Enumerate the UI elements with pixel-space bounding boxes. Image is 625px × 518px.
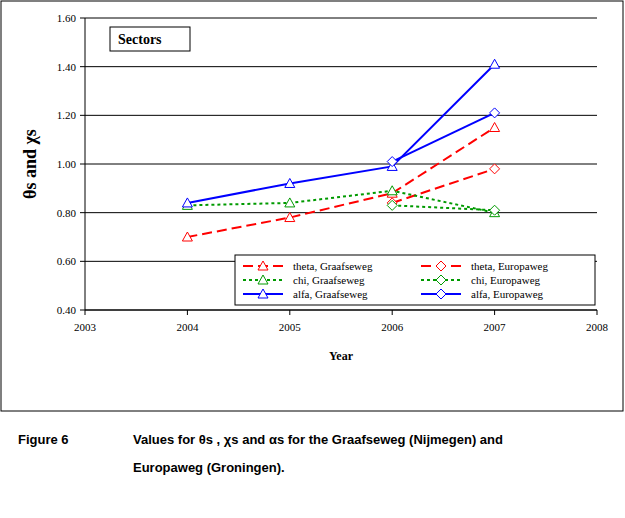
- grid-line: [85, 310, 597, 311]
- y-axis-label: θs and χs: [20, 129, 40, 199]
- legend-label: chi, Europaweg: [471, 274, 541, 286]
- grid-line: [85, 66, 597, 67]
- x-tick: [494, 310, 495, 315]
- annotation-box: Sectors: [110, 27, 190, 51]
- legend-frame: [235, 255, 595, 305]
- annotation-frame: [110, 27, 190, 51]
- x-axis: [85, 310, 597, 311]
- legend-marker: [258, 275, 268, 284]
- data-point: [490, 108, 500, 118]
- y-tick: [80, 66, 85, 67]
- y-tick-label: 1.60: [57, 12, 77, 24]
- x-tick: [597, 310, 598, 315]
- y-tick-label: 1.00: [57, 158, 77, 170]
- grid-line: [85, 164, 597, 165]
- grid-line: [85, 18, 597, 19]
- caption: Values for θs , χs and αs for the Graafs…: [133, 426, 553, 482]
- data-point: [387, 186, 397, 195]
- x-tick-label: 2005: [279, 321, 302, 333]
- data-point: [387, 200, 397, 210]
- legend-marker: [436, 261, 446, 271]
- x-tick-label: 2006: [381, 321, 404, 333]
- x-tick: [187, 310, 188, 315]
- data-point: [490, 59, 500, 68]
- x-tick: [85, 310, 86, 315]
- series-line: [187, 64, 494, 203]
- y-tick: [80, 212, 85, 213]
- legend-marker: [436, 275, 446, 285]
- data-point: [490, 123, 500, 132]
- series-line: [392, 113, 494, 162]
- data-point: [182, 232, 192, 241]
- x-tick: [392, 310, 393, 315]
- y-axis: [85, 18, 86, 310]
- y-tick: [80, 310, 85, 311]
- chart-frame: [1, 1, 623, 411]
- grid-line: [85, 115, 597, 116]
- legend-label: chi, Graafseweg: [293, 274, 365, 286]
- legend-label: theta, Graafseweg: [293, 260, 373, 272]
- annotation: Sectors: [118, 32, 162, 47]
- y-tick-label: 1.40: [57, 61, 77, 73]
- x-tick-label: 2004: [176, 321, 199, 333]
- legend-marker: [436, 289, 446, 299]
- legend-label: alfa, Europaweg: [471, 288, 544, 300]
- x-tick-label: 2007: [484, 321, 507, 333]
- x-tick: [289, 310, 290, 315]
- x-tick-label: 2003: [74, 321, 97, 333]
- data-point: [285, 213, 295, 222]
- y-tick: [80, 261, 85, 262]
- series-line: [392, 169, 494, 203]
- data-point: [285, 198, 295, 207]
- y-tick-label: 0.80: [57, 207, 77, 219]
- grid-line: [85, 212, 597, 213]
- x-axis-label: Year: [329, 349, 354, 363]
- y-tick-label: 0.40: [57, 304, 77, 316]
- series-line: [187, 128, 494, 238]
- legend-marker: [258, 289, 268, 298]
- series-line: [392, 205, 494, 210]
- data-point: [387, 157, 397, 167]
- data-point: [285, 178, 295, 187]
- y-tick: [80, 164, 85, 165]
- y-tick: [80, 18, 85, 19]
- y-tick-label: 0.60: [57, 255, 77, 267]
- x-tick-label: 2008: [586, 321, 609, 333]
- legend-label: alfa, Graafseweg: [293, 288, 368, 300]
- legend: theta, Graafseweg theta, Europaweg chi, Gr…: [235, 255, 595, 305]
- data-point: [182, 198, 192, 207]
- data-point: [490, 205, 500, 215]
- data-point: [490, 164, 500, 174]
- figure-label: Figure 6: [18, 432, 69, 447]
- legend-label: theta, Europaweg: [471, 260, 548, 272]
- y-tick-label: 1.20: [57, 109, 77, 121]
- legend-marker: [258, 261, 268, 270]
- plot-area: [182, 59, 499, 241]
- y-tick: [80, 115, 85, 116]
